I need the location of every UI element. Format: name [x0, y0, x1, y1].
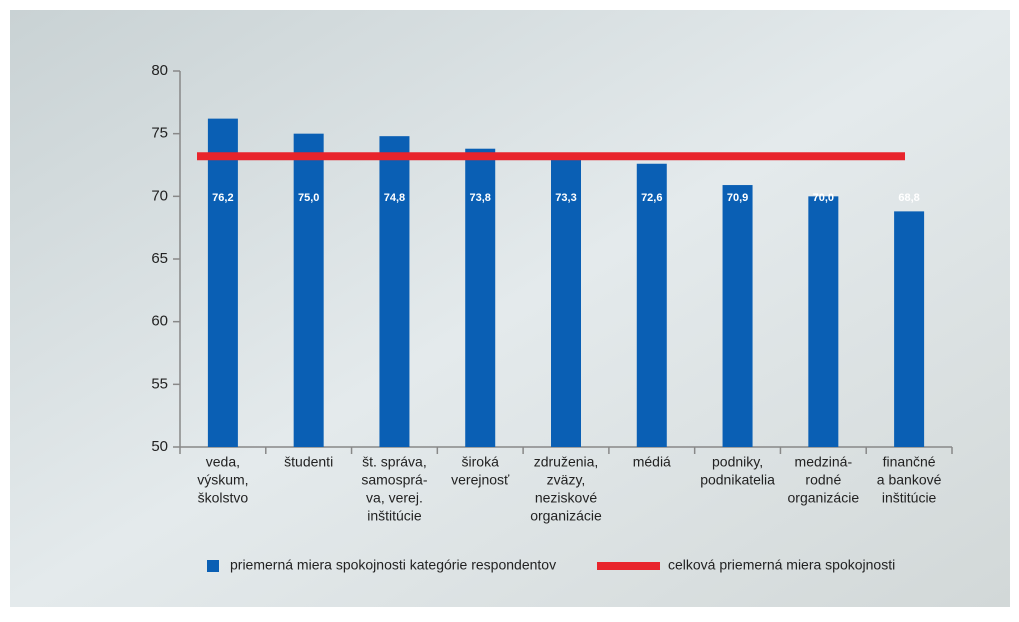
legend-label: priemerná miera spokojnosti kategórie re… [230, 557, 556, 573]
y-tick-label: 50 [151, 438, 168, 455]
bar [379, 136, 410, 447]
legend-label: celková priemerná miera spokojnosti [668, 557, 895, 573]
x-tick-label: školstvo [198, 490, 249, 506]
value-label: 73,8 [470, 192, 491, 204]
bar [636, 163, 667, 447]
bar [293, 133, 324, 447]
y-tick-label: 60 [151, 313, 168, 330]
bar [207, 118, 238, 448]
value-label: 70,0 [813, 192, 834, 204]
x-tick-label: va, verej. [366, 490, 423, 506]
value-label: 76,2 [212, 192, 233, 204]
y-tick-label: 65 [151, 250, 168, 267]
y-tick-label: 80 [151, 62, 168, 79]
bar [722, 185, 753, 447]
x-tick-label: študenti [284, 454, 333, 470]
value-label: 73,3 [555, 192, 576, 204]
y-tick-label: 55 [151, 375, 168, 392]
x-tick-label: medziná- [795, 454, 853, 470]
x-tick-label: združenia, [534, 454, 599, 470]
bar [465, 148, 496, 447]
x-tick-label: neziskové [535, 490, 597, 506]
value-label: 68,8 [898, 192, 919, 204]
x-tick-label: médiá [633, 454, 671, 470]
y-tick-label: 75 [151, 125, 168, 142]
x-tick-label: samosprá- [361, 472, 427, 488]
x-tick-label: veda, [206, 454, 240, 470]
bar [551, 154, 581, 447]
x-tick-label: podniky, [712, 454, 763, 470]
x-tick-label: výskum, [197, 472, 248, 488]
x-tick-label: inštitúcie [882, 490, 937, 506]
x-tick-label: organizácie [788, 490, 860, 506]
x-tick-label: a bankové [877, 472, 942, 488]
bar [808, 196, 839, 447]
value-label: 75,0 [298, 192, 319, 204]
value-label: 70,9 [727, 192, 748, 204]
x-tick-label: organizácie [530, 508, 602, 524]
x-tick-label: podnikatelia [700, 472, 775, 488]
x-tick-label: verejnosť [451, 472, 510, 488]
bar [894, 211, 925, 447]
y-tick-label: 70 [151, 187, 168, 204]
background [10, 10, 1010, 607]
x-tick-label: zväzy, [547, 472, 586, 488]
x-tick-label: rodné [805, 472, 841, 488]
x-tick-label: finančné [883, 454, 936, 470]
x-tick-label: široká [462, 454, 500, 470]
x-tick-label: št. správa, [362, 454, 427, 470]
legend-swatch [207, 560, 219, 572]
value-label: 74,8 [384, 192, 405, 204]
x-tick-label: inštitúcie [367, 508, 422, 524]
value-label: 72,6 [641, 192, 662, 204]
